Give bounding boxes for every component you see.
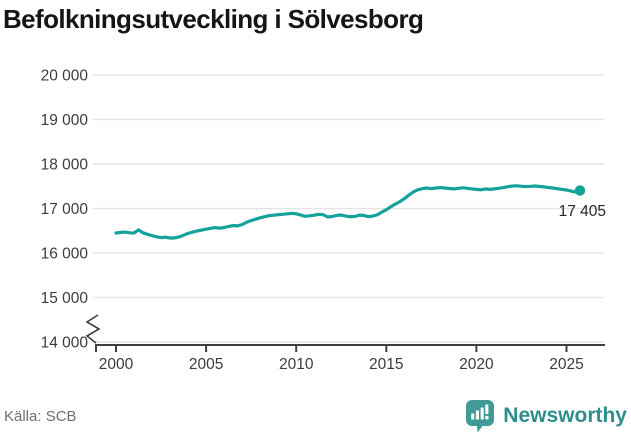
x-tick-label: 2020 xyxy=(459,356,494,373)
x-axis-labels: 2000 2005 2010 2015 2020 2025 xyxy=(99,356,584,373)
x-tick-label: 2010 xyxy=(279,356,314,373)
latest-point-marker xyxy=(574,185,586,196)
y-tick-label: 17 000 xyxy=(41,201,89,218)
x-axis xyxy=(95,344,605,352)
y-tick-label: 18 000 xyxy=(41,157,89,174)
y-tick-label: 16 000 xyxy=(41,246,89,263)
footer: Källa: SCB Newsworthy xyxy=(0,399,631,433)
y-axis-labels: 14 000 15 000 16 000 17 000 18 000 19 000 20 0… xyxy=(41,68,89,352)
y-tick-label: 19 000 xyxy=(41,112,89,129)
x-tick-label: 2005 xyxy=(189,356,223,373)
newsworthy-logo-text: Newsworthy xyxy=(503,404,627,427)
y-axis-break-icon xyxy=(85,314,101,344)
population-line xyxy=(114,184,582,240)
x-tick-label: 2015 xyxy=(369,356,403,373)
latest-value-label: 17 405 xyxy=(559,203,606,220)
gridlines xyxy=(93,74,604,343)
x-tick-label: 2025 xyxy=(549,356,583,373)
source-caption: Källa: SCB xyxy=(4,407,77,425)
y-tick-label: 20 000 xyxy=(41,68,89,85)
y-tick-label: 15 000 xyxy=(41,290,89,307)
newsworthy-speech-bubble-bars-icon xyxy=(466,400,495,433)
newsworthy-logo[interactable]: Newsworthy xyxy=(465,399,627,433)
y-tick-label: 14 000 xyxy=(41,335,89,352)
page-title: Befolkningsutveckling i Sölvesborg xyxy=(3,4,424,34)
x-tick-label: 2000 xyxy=(99,356,134,373)
